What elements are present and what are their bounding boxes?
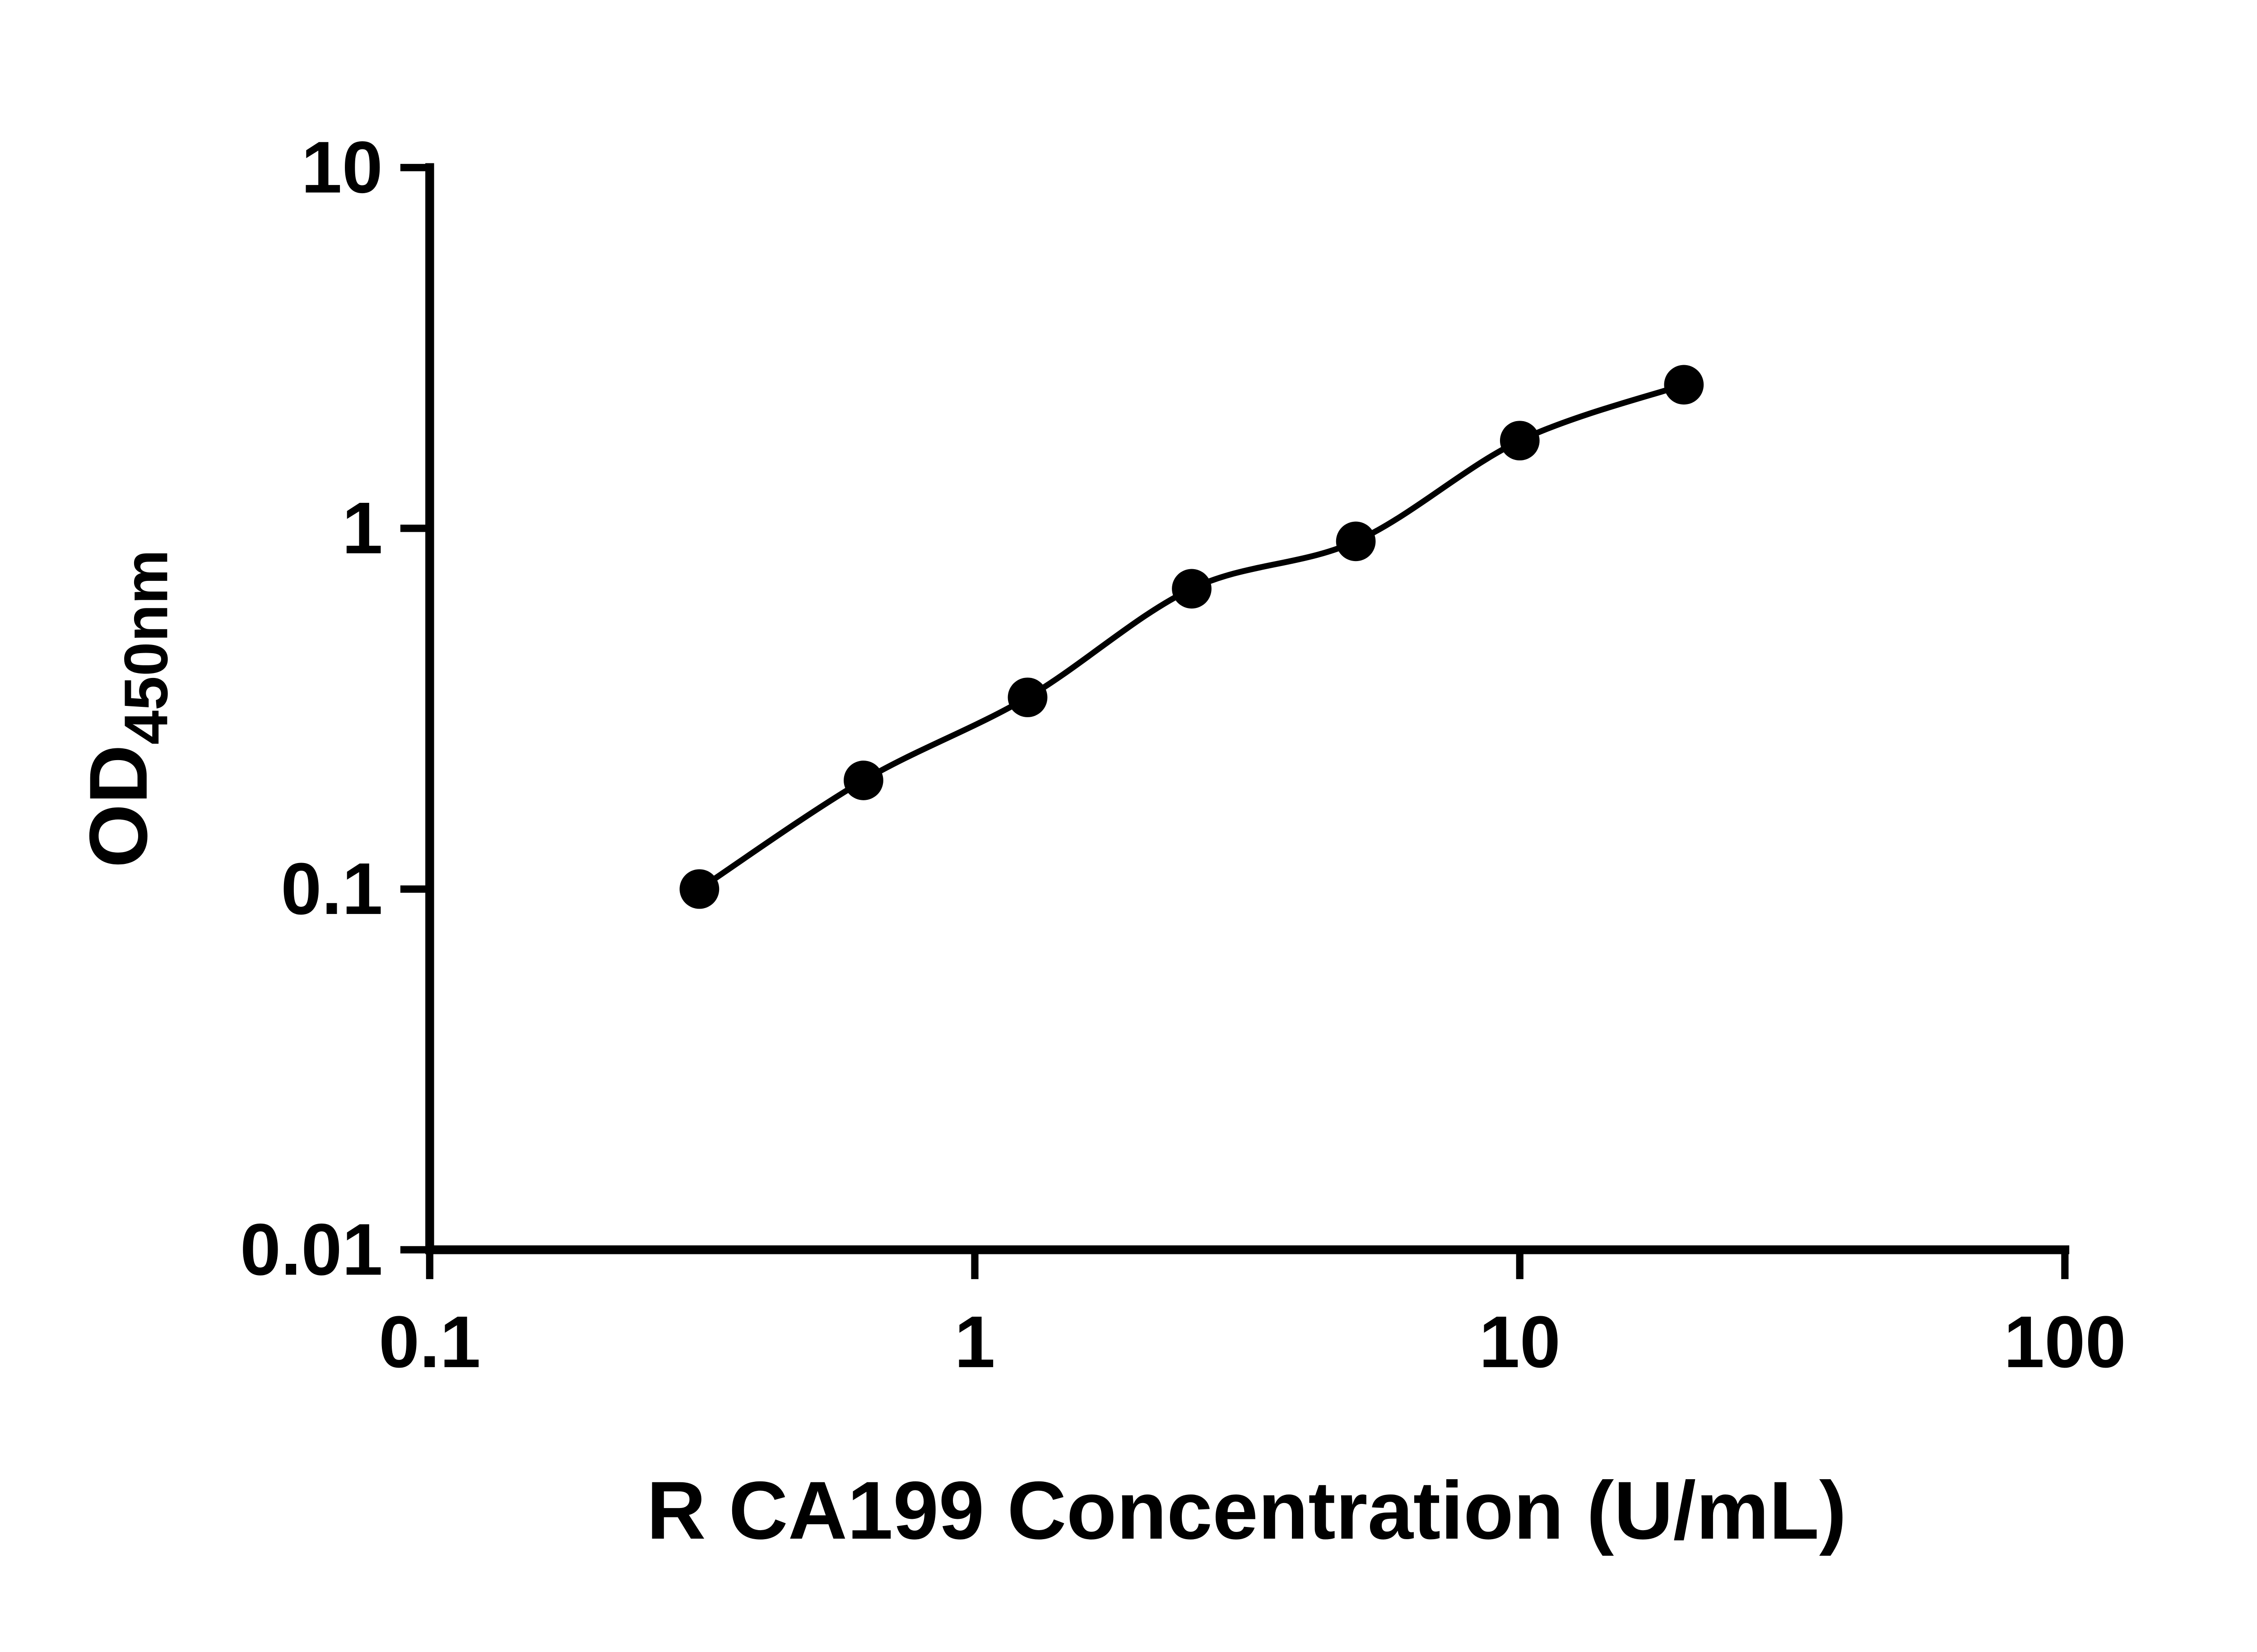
- ticks-layer: [400, 164, 2069, 1279]
- x-tick-label: 0.1: [379, 1301, 481, 1383]
- trend-line: [697, 382, 1685, 892]
- y-tick-label: 0.01: [240, 1209, 383, 1290]
- axis-line: [425, 163, 2070, 1254]
- tick-labels-layer: 0.1 1 10 100 0.01 0.1 1 10: [240, 126, 2126, 1383]
- x-tick-label: 1: [954, 1301, 995, 1383]
- data-point: [1172, 569, 1212, 609]
- y-axis-title: OD450nm: [72, 549, 180, 868]
- data-point: [1008, 678, 1048, 717]
- data-point: [1336, 521, 1376, 561]
- x-tick-label: 10: [1479, 1301, 1560, 1383]
- y-tick-label: 0.1: [281, 848, 383, 930]
- y-tick-label: 10: [301, 126, 383, 208]
- data-point: [844, 761, 883, 800]
- axes-layer: [425, 163, 2070, 1254]
- data-point: [679, 869, 720, 909]
- x-axis-title: R CA199 Concentration (U/mL): [646, 1464, 1846, 1556]
- data-point: [1500, 421, 1540, 461]
- y-tick-label: 1: [342, 487, 383, 569]
- x-tick-label: 100: [2004, 1301, 2126, 1383]
- data-points-layer: [679, 365, 1704, 909]
- y-axis-title-main: OD: [72, 745, 164, 868]
- data-point: [1664, 365, 1704, 405]
- y-axis-title-subscript: 450nm: [111, 549, 180, 744]
